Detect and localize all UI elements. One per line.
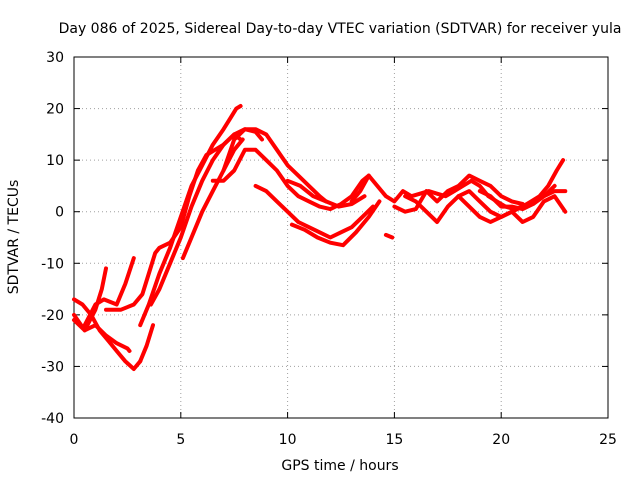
x-tick-label: 10	[279, 432, 297, 448]
x-tick-label: 0	[70, 432, 79, 448]
series-line-arc-11	[221, 127, 328, 204]
y-tick-label: -40	[41, 411, 64, 427]
series-line-arc-6	[104, 127, 264, 312]
y-tick-label: 30	[46, 50, 64, 66]
series-line-arc-14	[285, 178, 367, 209]
series-line-arc-3	[138, 323, 155, 364]
series-line-arc-12	[253, 183, 375, 240]
x-tick-label: 5	[176, 432, 185, 448]
x-tick-label: 20	[492, 432, 510, 448]
series-line-arc-19	[456, 194, 568, 224]
y-tick-label: -10	[41, 256, 64, 272]
x-tick-label: 15	[385, 432, 403, 448]
series-line-arc-4	[72, 318, 132, 353]
axis-ticks: 0 5 10 15 20 25 -40 -30 -20 -10 0 10 20 30	[41, 50, 617, 448]
series-line-arc-8	[148, 132, 243, 307]
chart-title: Day 086 of 2025, Sidereal Day-to-day VTE…	[59, 21, 622, 37]
grid	[74, 57, 608, 418]
series-line-arc-13	[289, 199, 382, 248]
plot-frame	[73, 56, 609, 419]
series-line-arc-10	[210, 147, 371, 212]
y-tick-label: 10	[46, 153, 64, 169]
y-axis-label: SDTVAR / TECUs	[6, 180, 22, 295]
series-line-arc-7	[138, 104, 243, 328]
x-tick-label: 25	[599, 432, 617, 448]
y-tick-label: 20	[46, 102, 64, 118]
series-line-arc-17	[392, 173, 525, 214]
x-axis-label: GPS time / hours	[281, 458, 398, 474]
series-line-arc-5	[82, 256, 136, 328]
series-line-arc-20	[477, 183, 557, 212]
y-tick-label: 0	[55, 205, 64, 221]
y-tick-label: -20	[41, 308, 64, 324]
series-line-arc-16	[383, 232, 395, 240]
data-series	[72, 104, 568, 371]
series-line-arc-2	[72, 297, 143, 371]
y-tick-label: -30	[41, 359, 64, 375]
series-line-arc-9	[180, 137, 245, 261]
